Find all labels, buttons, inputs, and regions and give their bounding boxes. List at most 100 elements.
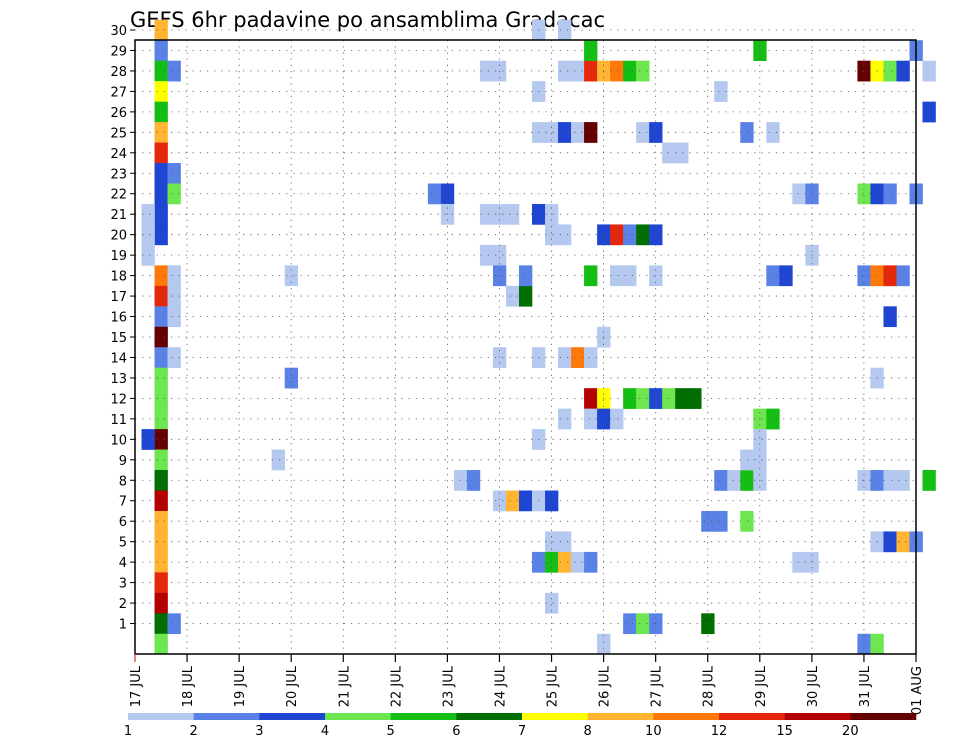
color-legend: 1 2 3 4 5 6 7 8 10 12 15 20 [124, 713, 917, 739]
precip-cell [740, 510, 754, 532]
precip-cell [766, 122, 780, 143]
legend-swatch [390, 713, 457, 720]
precip-cell [558, 531, 572, 553]
precip-cell [154, 122, 168, 143]
legend-swatch [193, 713, 260, 720]
x-tick-label: 31 JUL [858, 665, 873, 707]
precip-cell [154, 183, 168, 205]
precip-cell [779, 265, 793, 287]
x-tick-label: 21 JUL [337, 665, 352, 707]
precip-cell [584, 551, 598, 573]
precip-cell [167, 347, 181, 368]
precip-cell [610, 265, 624, 287]
x-tick-label: 29 JUL [754, 665, 769, 707]
precip-cell [922, 101, 936, 123]
plot-frame [134, 39, 917, 655]
precip-cell [883, 183, 897, 205]
precip-cell [857, 183, 871, 205]
x-tick-label: 27 JUL [650, 665, 665, 707]
precip-cell [492, 347, 507, 368]
precip-cell [558, 408, 572, 430]
x-tick-label: 18 JUL [181, 665, 196, 707]
precip-cell [896, 60, 910, 82]
precip-cell [167, 285, 181, 307]
precip-cell [154, 408, 168, 430]
precip-cell [141, 203, 155, 225]
precip-cell [427, 183, 442, 205]
precip-cell [518, 265, 533, 287]
precip-cell [154, 163, 168, 184]
x-tick-label: 19 JUL [233, 665, 248, 707]
x-tick-label: 17 JUL [129, 665, 144, 707]
precip-cell [896, 470, 910, 491]
precip-cell [505, 285, 520, 307]
precip-cell [883, 531, 897, 553]
precip-cell [167, 306, 181, 328]
y-tick-label: 7 [119, 495, 127, 510]
precip-cell [154, 449, 168, 471]
y-tick-label: 3 [119, 577, 127, 592]
precip-cell [440, 183, 455, 205]
precip-cell [154, 613, 168, 635]
precip-cell [479, 60, 494, 82]
precip-cell [688, 388, 702, 409]
precip-cell [558, 19, 572, 41]
precip-cell [154, 19, 168, 41]
precip-cell [558, 347, 572, 368]
legend-swatch [653, 713, 720, 720]
y-tick-label: 24 [110, 147, 127, 162]
precip-cell [610, 224, 624, 246]
precip-cell [649, 122, 663, 143]
precip-cell [714, 470, 728, 491]
legend-label: 20 [842, 724, 859, 739]
precip-cell [870, 633, 884, 655]
y-tick-label: 18 [110, 270, 127, 285]
precip-cell [154, 429, 168, 450]
precip-cell [584, 265, 598, 287]
precip-cell [154, 572, 168, 594]
legend-label: 10 [645, 724, 662, 739]
legend-label: 12 [711, 724, 728, 739]
precip-cell [284, 367, 299, 389]
y-tick-label: 12 [110, 392, 127, 407]
precip-cell [792, 183, 806, 205]
y-tick-label: 29 [110, 44, 127, 59]
precip-cell [922, 470, 936, 491]
precip-cell [154, 388, 168, 409]
x-tick-label: 30 JUL [806, 665, 821, 707]
precip-cell [571, 60, 585, 82]
legend-label: 15 [776, 724, 793, 739]
precip-cell [636, 388, 650, 409]
y-tick-label: 11 [110, 413, 127, 428]
precip-cell [584, 40, 598, 61]
legend-swatch [456, 713, 523, 720]
precip-cell [675, 142, 689, 164]
y-tick-label: 10 [110, 433, 127, 448]
precip-cell [883, 470, 897, 491]
precip-cell [753, 429, 767, 450]
precip-cell [558, 60, 572, 82]
precip-cell [857, 633, 871, 655]
precip-cell [766, 408, 780, 430]
x-tick-label: 28 JUL [702, 665, 717, 707]
y-tick-label: 5 [119, 536, 127, 551]
legend-swatch [259, 713, 326, 720]
precip-cell [883, 60, 897, 82]
precip-cell [649, 388, 663, 409]
y-tick-label: 21 [110, 208, 127, 223]
legend-swatch [850, 713, 917, 720]
precip-cell [740, 122, 754, 143]
x-tick-label: 20 JUL [285, 665, 300, 707]
y-tick-label: 14 [110, 351, 127, 366]
precip-cell [922, 60, 936, 82]
precip-cell [571, 347, 585, 368]
legend-label: 4 [321, 724, 329, 739]
precip-cell [558, 224, 572, 246]
precip-cell [883, 306, 897, 328]
precip-cell [623, 265, 637, 287]
y-tick-label: 8 [119, 474, 127, 489]
precip-cell [753, 449, 767, 471]
precip-cell [505, 490, 520, 512]
y-tick-label: 15 [110, 331, 127, 346]
precip-cell [545, 592, 559, 614]
